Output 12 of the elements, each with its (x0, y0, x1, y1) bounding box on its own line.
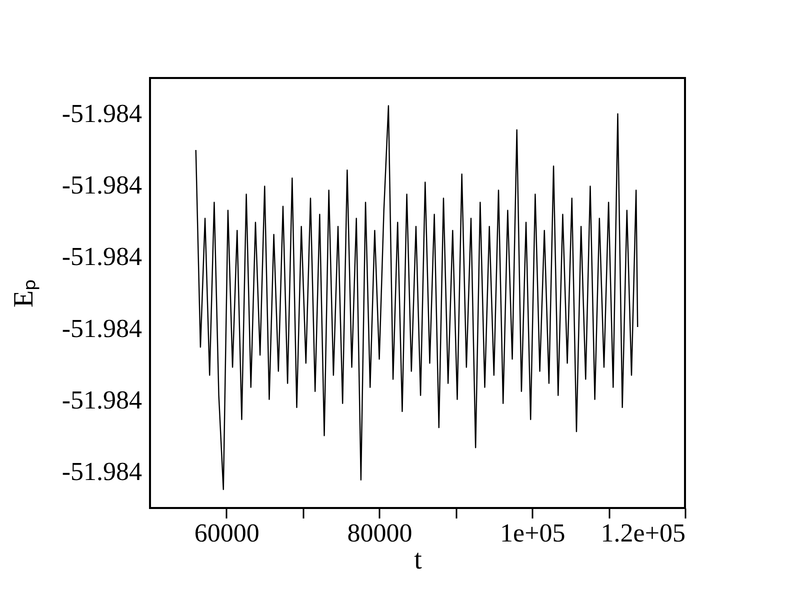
text: -51.984 (62, 170, 142, 200)
y-axis-title: Eₚ (8, 279, 40, 308)
text: -51.984 (62, 457, 142, 486)
x-tick-label: 1e+05 (500, 518, 566, 548)
x-tick-label: 60000 (194, 518, 260, 548)
text: -51.984 (62, 314, 142, 343)
text: -51.984 (62, 242, 142, 272)
x-axis-title: t (414, 544, 422, 576)
x-tick-label: 80000 (347, 518, 412, 548)
text: -51.984 (62, 98, 142, 128)
text: -51.984 (62, 386, 142, 414)
x-tick-label: 1.2e+05 (600, 518, 686, 548)
